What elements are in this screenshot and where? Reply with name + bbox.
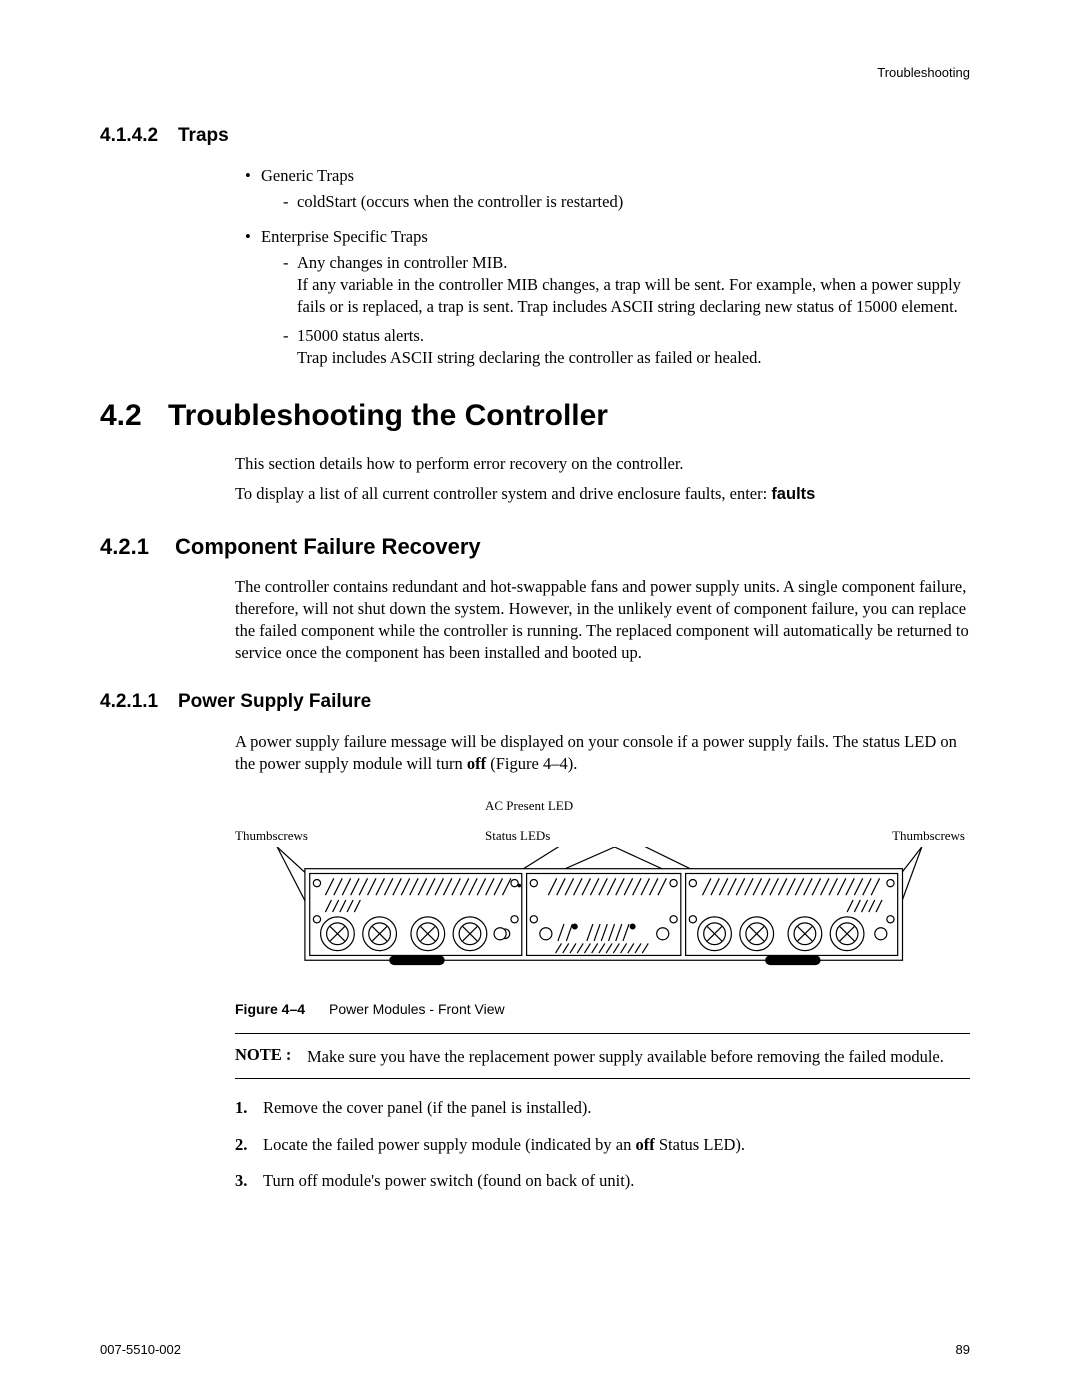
note-box: NOTE : Make sure you have the replacemen… — [235, 1033, 970, 1080]
dash-status-alerts: 15000 status alerts. Trap includes ASCII… — [283, 325, 970, 370]
heading-4211-title: Power Supply Failure — [178, 691, 371, 712]
sec42-p1: This section details how to perform erro… — [235, 453, 970, 475]
dash-mib-changes-extra: If any variable in the controller MIB ch… — [297, 275, 961, 316]
figure-caption: Figure 4–4 Power Modules - Front View — [235, 1000, 970, 1019]
figure-caption-text: Power Modules - Front View — [329, 1001, 505, 1017]
header-chapter: Troubleshooting — [877, 65, 970, 80]
heading-4142-num: 4.1.4.2 — [100, 125, 178, 147]
step-2-post: Status LED). — [655, 1135, 745, 1154]
page-content: 4.1.4.2Traps Generic Traps coldStart (oc… — [100, 125, 970, 1206]
step-2-bold: off — [636, 1135, 655, 1154]
sec42-body: This section details how to perform erro… — [235, 453, 970, 506]
dash-coldstart: coldStart (occurs when the controller is… — [283, 191, 970, 213]
step-1: Remove the cover panel (if the panel is … — [235, 1097, 970, 1119]
dash-mib-changes-text: Any changes in controller MIB. — [297, 253, 507, 272]
label-thumbscrews-left: Thumbscrews — [235, 827, 308, 845]
sec4211-p1c: (Figure 4–4). — [486, 754, 577, 773]
sec421-p: The controller contains redundant and ho… — [235, 576, 970, 665]
sec42-faults-cmd: faults — [771, 485, 815, 503]
sec421-body: The controller contains redundant and ho… — [235, 576, 970, 665]
label-thumbscrews-right: Thumbscrews — [892, 827, 965, 845]
heading-421-num: 4.2.1 — [100, 534, 175, 560]
bullet-generic-traps: Generic Traps coldStart (occurs when the… — [245, 165, 970, 214]
dash-status-alerts-extra: Trap includes ASCII string declaring the… — [297, 348, 761, 367]
footer-doc-id: 007-5510-002 — [100, 1342, 181, 1357]
sec4211-p1a: A power supply failure message will be d… — [235, 732, 957, 773]
heading-421: 4.2.1Component Failure Recovery — [100, 534, 970, 560]
sec42-p2: To display a list of all current control… — [235, 483, 970, 505]
dash-mib-changes: Any changes in controller MIB. If any va… — [283, 252, 970, 319]
footer-page-number: 89 — [956, 1342, 970, 1357]
figure-labels: Thumbscrews AC Present LED Status LEDs T… — [235, 797, 970, 847]
label-status-leds: Status LEDs — [485, 827, 550, 845]
heading-4142: 4.1.4.2Traps — [100, 125, 970, 147]
figure-4-4: Thumbscrews AC Present LED Status LEDs T… — [235, 797, 970, 1019]
power-module-diagram — [235, 847, 970, 980]
traps-body: Generic Traps coldStart (occurs when the… — [235, 165, 970, 369]
steps-list: Remove the cover panel (if the panel is … — [235, 1097, 970, 1192]
step-2-pre: Locate the failed power supply module (i… — [263, 1135, 636, 1154]
heading-4211: 4.2.1.1Power Supply Failure — [100, 691, 970, 713]
heading-4142-title: Traps — [178, 125, 229, 146]
sec4211-off: off — [467, 754, 486, 773]
dash-status-alerts-text: 15000 status alerts. — [297, 326, 424, 345]
note-label: NOTE : — [235, 1045, 291, 1064]
sec4211-p1: A power supply failure message will be d… — [235, 731, 970, 776]
heading-42-num: 4.2 — [100, 399, 168, 433]
sec4211-body: A power supply failure message will be d… — [235, 731, 970, 1193]
heading-4211-num: 4.2.1.1 — [100, 691, 178, 713]
step-2: Locate the failed power supply module (i… — [235, 1134, 970, 1156]
label-ac-present: AC Present LED — [485, 797, 573, 815]
note-text: Make sure you have the replacement power… — [235, 1046, 970, 1068]
bullet-enterprise-traps-label: Enterprise Specific Traps — [261, 227, 428, 246]
heading-42: 4.2Troubleshooting the Controller — [100, 399, 970, 433]
bullet-enterprise-traps: Enterprise Specific Traps Any changes in… — [245, 226, 970, 370]
step-3: Turn off module's power switch (found on… — [235, 1170, 970, 1192]
heading-421-title: Component Failure Recovery — [175, 534, 481, 559]
bullet-generic-traps-label: Generic Traps — [261, 166, 354, 185]
sec42-p2a: To display a list of all current control… — [235, 484, 771, 503]
heading-42-title: Troubleshooting the Controller — [168, 399, 608, 432]
figure-caption-label: Figure 4–4 — [235, 1001, 305, 1017]
